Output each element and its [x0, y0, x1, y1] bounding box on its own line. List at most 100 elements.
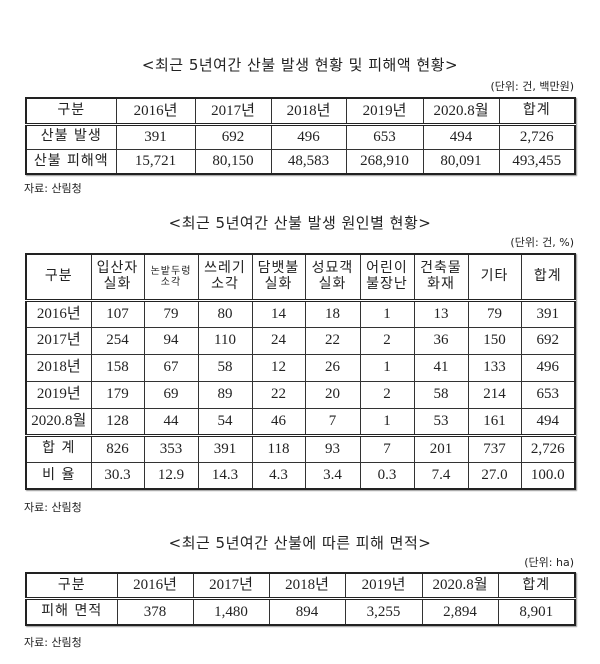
table-cell: 54	[197, 407, 253, 437]
table-cell: 22	[304, 326, 361, 355]
table-cell: 496	[270, 123, 347, 150]
table-cell: 67	[143, 353, 199, 382]
table-cell: 53	[413, 407, 469, 437]
table-cell: 46	[251, 407, 306, 437]
table-cell: 12	[251, 353, 306, 382]
table-cell: 27.0	[467, 461, 522, 490]
table-cell: 93	[304, 434, 361, 463]
header-row: 구분 2016년 2017년 2018년 2019년 2020.8월 합계	[25, 97, 576, 126]
table-cell: 100.0	[520, 461, 576, 490]
table-row: 2019년 179 69 89 22 20 2 58 214 653	[25, 380, 576, 409]
table2-unit: (단위: 건, %)	[510, 236, 574, 249]
table-cell: 692	[194, 123, 272, 150]
column-header: 2017년	[194, 97, 272, 126]
table1-unit: (단위: 건, 백만원)	[490, 80, 575, 93]
table-cell: 3.4	[304, 461, 361, 490]
table-cell: 133	[467, 353, 522, 382]
column-header: 입산자 실화	[90, 253, 145, 302]
header-row: 구분 2016년 2017년 2018년 2019년 2020.8월 합계	[25, 572, 576, 600]
table-cell: 894	[268, 597, 346, 626]
table-cell: 391	[115, 123, 196, 150]
table-cell: 494	[422, 123, 500, 150]
column-header: 구분	[25, 253, 92, 302]
column-header: 2018년	[268, 572, 346, 600]
table-cell: 4.3	[251, 461, 306, 490]
table-cell: 14	[251, 299, 306, 328]
column-header: 구분	[25, 97, 117, 126]
column-header: 2016년	[116, 572, 194, 600]
column-header: 2019년	[344, 572, 423, 600]
header-row: 구분 입산자 실화 논밭두렁 소각 쓰레기 소각 담뱃불 실화 성묘객 실화 어린이 불장난…	[25, 253, 576, 302]
table-row: 2018년 158 67 58 12 26 1 41 133 496	[25, 353, 576, 382]
table-cell: 1	[359, 299, 415, 328]
column-header: 2018년	[270, 97, 347, 126]
table-cell: 30.3	[90, 461, 145, 490]
table-cell: 378	[116, 597, 194, 626]
column-header: 2016년	[115, 97, 196, 126]
column-header: 2020.8월	[422, 97, 500, 126]
table-cell: 80,150	[194, 148, 272, 175]
column-header: 쓰레기 소각	[197, 253, 253, 302]
column-header: 기타	[467, 253, 522, 302]
table-cell: 254	[90, 326, 145, 355]
table-cell: 7.4	[413, 461, 469, 490]
table-cell: 150	[467, 326, 522, 355]
table-cell: 214	[467, 380, 522, 409]
column-header: 건축물 화재	[413, 253, 469, 302]
table-cell: 737	[467, 434, 522, 463]
table-cell: 13	[413, 299, 469, 328]
table-cell: 1,480	[192, 597, 270, 626]
table-cell: 89	[197, 380, 253, 409]
row-label: 2016년	[25, 299, 92, 328]
table-cell: 107	[90, 299, 145, 328]
row-label: 2017년	[25, 326, 92, 355]
table-cell: 2	[359, 380, 415, 409]
table-cell: 692	[520, 326, 576, 355]
table-cell: 24	[251, 326, 306, 355]
table-row: 산불 피해액 15,721 80,150 48,583 268,910 80,091 493…	[25, 148, 576, 175]
row-label: 비 율	[25, 461, 92, 490]
table-cell: 179	[90, 380, 145, 409]
table-cell: 41	[413, 353, 469, 382]
table-cell: 18	[304, 299, 361, 328]
table-cell: 94	[143, 326, 199, 355]
table-cell: 653	[520, 380, 576, 409]
table-row: 2017년 254 94 110 24 22 2 36 150 692	[25, 326, 576, 355]
row-label: 산불 피해액	[25, 148, 117, 175]
table-cell: 14.3	[197, 461, 253, 490]
row-label: 합 계	[25, 434, 92, 463]
table3-source: 자료: 산림청	[24, 636, 82, 649]
table-cell: 8,901	[497, 597, 576, 626]
table-cell: 20	[304, 380, 361, 409]
table2-title: <최근 5년여간 산불 발생 원인별 현황>	[168, 214, 432, 232]
table-cell: 118	[251, 434, 306, 463]
table-row: 2016년 107 79 80 14 18 1 13 79 391	[25, 299, 576, 328]
table-cell: 496	[520, 353, 576, 382]
table-cell: 36	[413, 326, 469, 355]
table1-title: <최근 5년여간 산불 발생 현황 및 피해액 현황>	[141, 56, 459, 74]
table-cell: 79	[143, 299, 199, 328]
table-cell: 2,894	[421, 597, 499, 626]
table-row: 합 계 826 353 391 118 93 7 201 737 2,726	[25, 434, 576, 463]
table-cell: 2	[359, 326, 415, 355]
table-cell: 80	[197, 299, 253, 328]
table2-source: 자료: 산림청	[24, 501, 82, 514]
table-cell: 2,726	[498, 123, 576, 150]
fire-cause-table: 구분 입산자 실화 논밭두렁 소각 쓰레기 소각 담뱃불 실화 성묘객 실화 어린이 불장난…	[25, 253, 576, 490]
row-label: 2019년	[25, 380, 92, 409]
row-label: 2020.8월	[25, 407, 92, 437]
table-cell: 1	[359, 353, 415, 382]
table-row: 산불 발생 391 692 496 653 494 2,726	[25, 123, 576, 150]
table-cell: 0.3	[359, 461, 415, 490]
table-cell: 69	[143, 380, 199, 409]
row-label: 피해 면적	[25, 597, 118, 626]
table-cell: 58	[413, 380, 469, 409]
table-cell: 26	[304, 353, 361, 382]
table-cell: 80,091	[422, 148, 500, 175]
row-label: 산불 발생	[25, 123, 117, 150]
table-cell: 15,721	[115, 148, 196, 175]
table3-unit: (단위: ha)	[524, 556, 574, 569]
table-cell: 128	[90, 407, 145, 437]
table-cell: 826	[90, 434, 145, 463]
column-header: 담뱃불 실화	[251, 253, 306, 302]
